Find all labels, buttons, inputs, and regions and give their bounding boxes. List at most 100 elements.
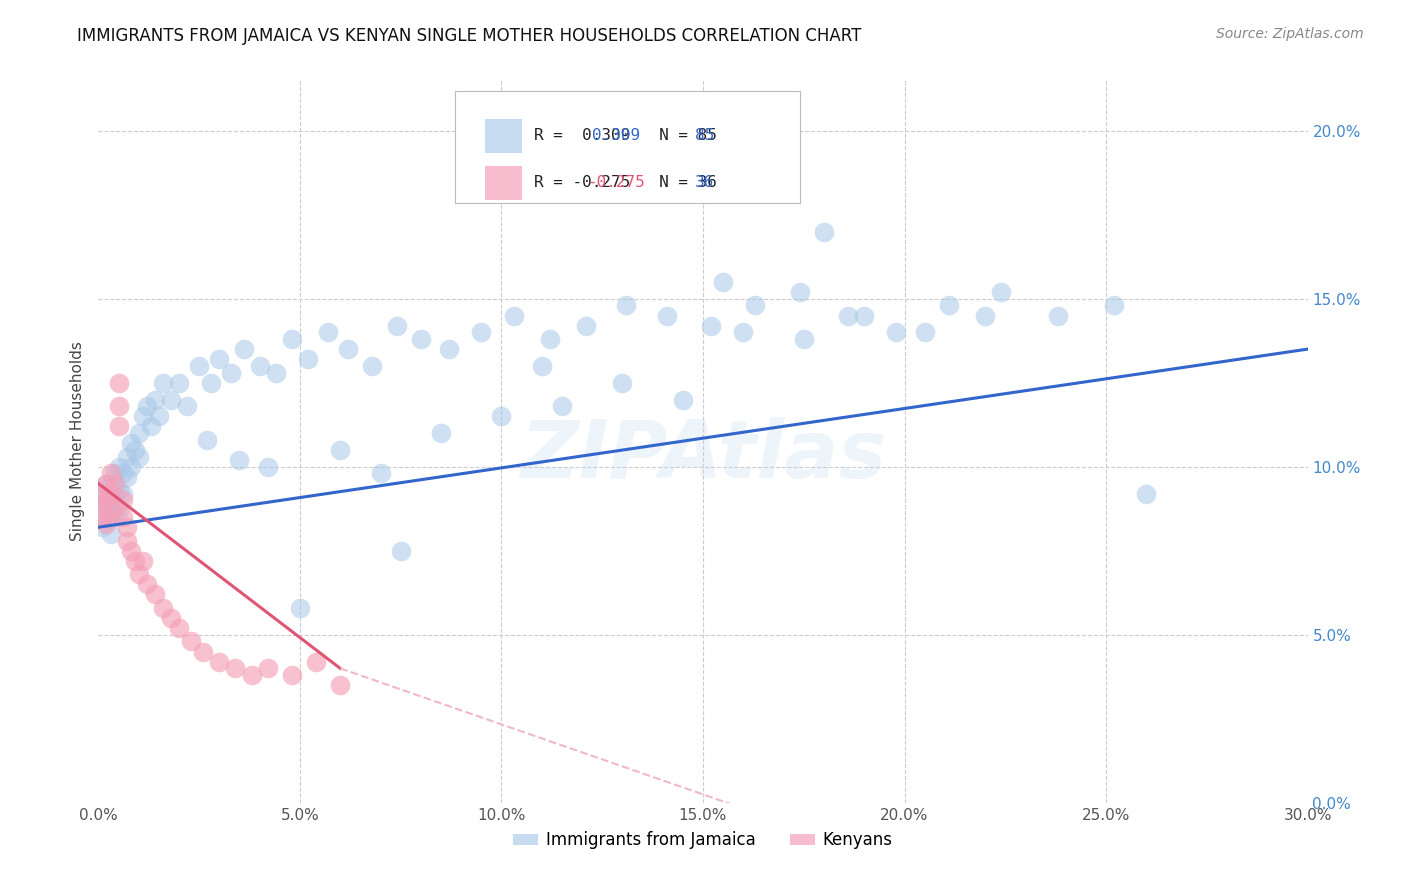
- Point: [111, 467, 134, 481]
- Point: [195, 433, 218, 447]
- Point: [124, 554, 146, 568]
- Point: [103, 467, 125, 481]
- Point: [256, 661, 278, 675]
- Point: [361, 359, 384, 373]
- Point: [115, 520, 138, 534]
- Point: [107, 503, 129, 517]
- Point: [115, 470, 138, 484]
- Point: [139, 419, 162, 434]
- Point: [612, 376, 634, 390]
- Point: [91, 493, 114, 508]
- Point: [100, 510, 122, 524]
- Point: [733, 326, 755, 340]
- Point: [176, 399, 198, 413]
- Point: [672, 392, 695, 407]
- Point: [990, 285, 1012, 299]
- Point: [152, 376, 174, 390]
- Point: [188, 359, 211, 373]
- Point: [128, 567, 150, 582]
- Point: [107, 459, 129, 474]
- Point: [143, 392, 166, 407]
- Point: [228, 453, 250, 467]
- Point: [103, 486, 125, 500]
- Point: [148, 409, 170, 424]
- Point: [100, 493, 122, 508]
- FancyBboxPatch shape: [456, 91, 800, 203]
- Point: [551, 399, 574, 413]
- Point: [437, 342, 460, 356]
- Point: [221, 366, 243, 380]
- Point: [115, 450, 138, 464]
- Point: [886, 326, 908, 340]
- Point: [91, 520, 114, 534]
- Point: [316, 326, 339, 340]
- Point: [128, 426, 150, 441]
- Point: [96, 493, 118, 508]
- Point: [914, 326, 936, 340]
- Point: [789, 285, 811, 299]
- Point: [115, 533, 138, 548]
- Point: [1046, 309, 1069, 323]
- Y-axis label: Single Mother Households: Single Mother Households: [70, 342, 86, 541]
- Point: [240, 668, 263, 682]
- Point: [385, 318, 408, 333]
- Point: [100, 476, 122, 491]
- Legend: Immigrants from Jamaica, Kenyans: Immigrants from Jamaica, Kenyans: [506, 824, 900, 856]
- Point: [938, 298, 960, 312]
- Point: [167, 621, 190, 635]
- Point: [91, 500, 114, 514]
- Point: [1102, 298, 1125, 312]
- Point: [208, 655, 231, 669]
- Point: [180, 634, 202, 648]
- Point: [100, 507, 122, 521]
- Point: [329, 442, 352, 457]
- Text: Source: ZipAtlas.com: Source: ZipAtlas.com: [1216, 27, 1364, 41]
- Point: [120, 459, 142, 474]
- Point: [100, 467, 122, 481]
- Point: [249, 359, 271, 373]
- Point: [96, 476, 118, 491]
- Point: [470, 326, 492, 340]
- Point: [91, 486, 114, 500]
- Point: [538, 332, 561, 346]
- Point: [103, 500, 125, 514]
- Point: [224, 661, 246, 675]
- Point: [256, 459, 278, 474]
- Point: [103, 476, 125, 491]
- Point: [111, 510, 134, 524]
- Point: [132, 409, 155, 424]
- Point: [152, 600, 174, 615]
- Point: [288, 600, 311, 615]
- Point: [655, 309, 678, 323]
- Point: [135, 577, 157, 591]
- Point: [107, 419, 129, 434]
- Point: [135, 399, 157, 413]
- Point: [264, 366, 287, 380]
- Point: [853, 309, 876, 323]
- Point: [297, 352, 319, 367]
- Point: [107, 399, 129, 413]
- Point: [107, 483, 129, 498]
- Point: [120, 436, 142, 450]
- Point: [124, 442, 146, 457]
- Text: R =  0.309   N = 85: R = 0.309 N = 85: [534, 128, 717, 144]
- Point: [160, 392, 183, 407]
- Point: [91, 510, 114, 524]
- Point: [107, 376, 129, 390]
- Point: [281, 332, 304, 346]
- Point: [200, 376, 222, 390]
- FancyBboxPatch shape: [485, 119, 522, 153]
- Point: [91, 510, 114, 524]
- Point: [370, 467, 392, 481]
- Text: -0.275: -0.275: [586, 176, 645, 190]
- Point: [96, 516, 118, 531]
- Point: [281, 668, 304, 682]
- Text: ZIPAtlas: ZIPAtlas: [520, 417, 886, 495]
- Point: [96, 486, 118, 500]
- Point: [430, 426, 453, 441]
- Point: [711, 275, 734, 289]
- Point: [232, 342, 254, 356]
- Point: [329, 678, 352, 692]
- Text: 0.309: 0.309: [592, 128, 640, 144]
- Point: [111, 486, 134, 500]
